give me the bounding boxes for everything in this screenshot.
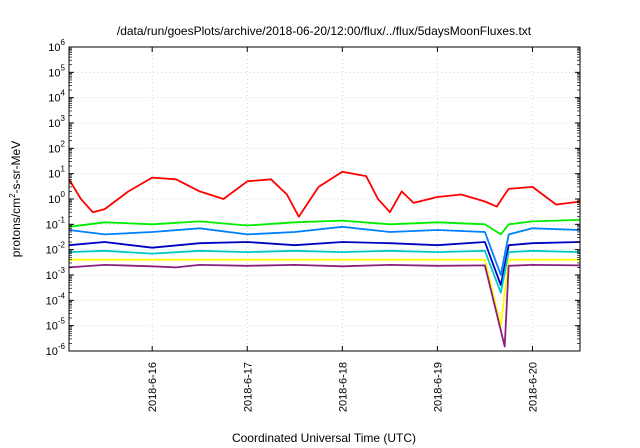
y-tick-label: 10-5 — [46, 317, 66, 333]
y-tick-label: 103 — [48, 114, 65, 130]
series-line-6 — [69, 258, 580, 327]
grid-lines — [69, 46, 580, 352]
series-line-2 — [68, 219, 581, 236]
y-tick-label: 10-1 — [46, 215, 66, 231]
series-line-7 — [68, 263, 581, 348]
y-axis-ticks: 10-6 10-5 10-4 10-3 10-2 10-1 100 101 102 103 104 1… — [46, 38, 580, 358]
x-tick-label: 2018-6-20 — [527, 362, 539, 412]
x-tick-label: 2018-6-16 — [147, 362, 159, 412]
series-line-4 — [68, 241, 581, 287]
series-line-1 — [68, 170, 581, 218]
x-axis-ticks: 2018-6-16 2018-6-17 2018-6-18 2018-6-19 2018… — [147, 47, 539, 412]
y-tick-label: 10-3 — [46, 266, 66, 282]
y-axis-label: protons/cm2-s-sr-MeV — [8, 141, 23, 257]
chart-title: /data/run/goesPlots/archive/2018-06-20/1… — [117, 24, 532, 38]
x-tick-label: 2018-6-19 — [432, 362, 444, 412]
series-line-3 — [68, 225, 581, 276]
y-tick-label: 105 — [48, 63, 65, 79]
y-tick-label: 101 — [48, 165, 65, 181]
y-tick-label: 10-4 — [46, 291, 66, 307]
y-tick-label: 102 — [48, 139, 65, 155]
y-tick-label: 104 — [48, 89, 65, 105]
y-tick-label: 100 — [48, 190, 65, 206]
x-tick-label: 2018-6-18 — [337, 362, 349, 412]
y-tick-label: 10-6 — [46, 342, 66, 358]
x-axis-label: Coordinated Universal Time (UTC) — [232, 431, 416, 445]
x-tick-label: 2018-6-17 — [242, 362, 254, 412]
y-tick-label: 10-2 — [46, 241, 66, 257]
series-layer — [68, 170, 581, 348]
series-line-5 — [68, 249, 581, 294]
y-tick-label: 106 — [48, 38, 65, 54]
